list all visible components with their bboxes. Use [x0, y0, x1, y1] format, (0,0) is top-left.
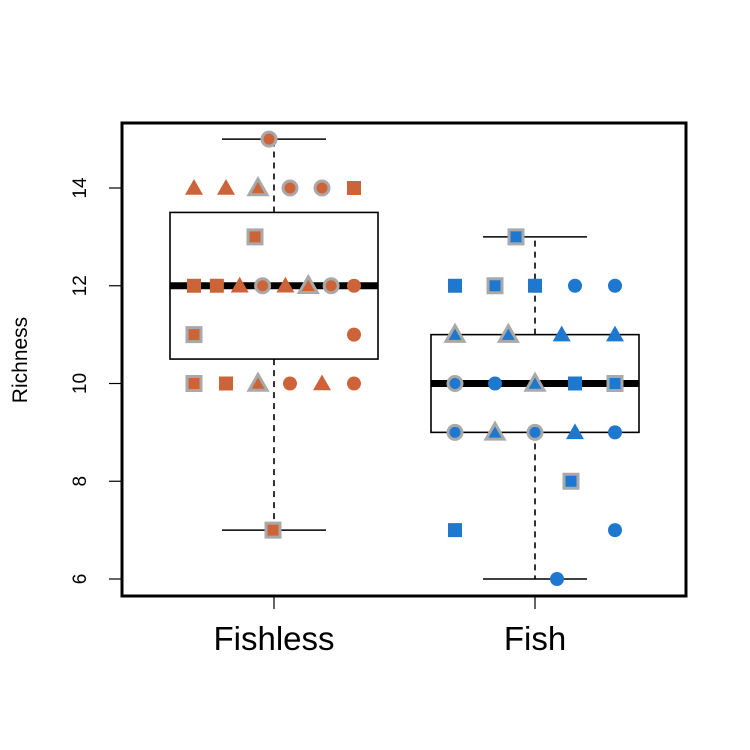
data-point-square — [486, 277, 504, 295]
data-point-square — [187, 278, 201, 293]
data-point-circle — [322, 277, 340, 295]
data-point-circle — [488, 376, 502, 391]
y-tick-label: 10 — [70, 373, 91, 394]
data-point-circle — [313, 179, 331, 197]
data-point-triangle — [313, 374, 331, 391]
data-point-circle — [550, 572, 564, 586]
data-point-square — [209, 278, 224, 293]
y-tick-label: 12 — [70, 275, 91, 296]
data-point-square — [347, 181, 361, 195]
x-category-label: Fish — [504, 620, 566, 657]
data-point-circle — [446, 423, 464, 441]
data-point-square — [568, 376, 582, 391]
data-point-triangle — [246, 371, 270, 392]
data-point-circle — [446, 375, 464, 392]
data-point-triangle — [185, 179, 203, 195]
data-point-circle — [281, 179, 299, 197]
data-point-triangle — [296, 273, 320, 294]
data-point-square — [448, 278, 462, 293]
y-tick-label: 6 — [70, 574, 91, 585]
data-point-circle — [568, 278, 582, 293]
data-point-triangle — [217, 179, 235, 195]
data-point-circle — [254, 277, 272, 295]
x-category-label: Fishless — [213, 620, 334, 657]
data-point-square — [606, 375, 624, 392]
data-point-triangle — [483, 420, 507, 441]
data-point-square — [562, 472, 580, 490]
points-layer — [185, 130, 624, 586]
data-point-triangle — [523, 371, 547, 392]
y-tick-label: 8 — [70, 476, 91, 487]
data-point-triangle — [496, 322, 520, 343]
data-point-circle — [608, 278, 622, 293]
data-point-triangle — [443, 322, 467, 343]
y-tick-label: 14 — [70, 177, 91, 199]
data-point-circle — [608, 425, 622, 440]
data-point-circle — [347, 278, 361, 293]
data-point-square — [448, 523, 462, 538]
data-point-circle — [260, 130, 278, 148]
data-point-triangle — [606, 325, 624, 342]
data-point-square — [528, 278, 542, 293]
axes-layer: 6 8 10 12 14 Fishless Fish — [70, 177, 566, 657]
data-point-square — [246, 228, 264, 246]
data-point-triangle — [276, 276, 295, 293]
data-point-square — [264, 521, 282, 539]
data-point-circle — [347, 376, 361, 391]
data-point-triangle — [246, 175, 270, 197]
data-point-circle — [347, 327, 361, 342]
plot-frame — [120, 121, 688, 598]
boxes-layer — [169, 138, 640, 580]
data-point-square — [185, 375, 203, 392]
data-point-triangle — [230, 276, 249, 293]
data-point-circle — [608, 523, 622, 538]
data-point-circle — [283, 376, 297, 391]
data-point-triangle — [552, 325, 571, 342]
data-point-triangle — [566, 423, 584, 440]
y-axis-label: Richness — [9, 317, 32, 403]
data-point-square — [507, 228, 525, 246]
data-point-square — [219, 376, 233, 391]
data-point-square — [185, 326, 203, 344]
data-point-circle — [526, 423, 544, 441]
